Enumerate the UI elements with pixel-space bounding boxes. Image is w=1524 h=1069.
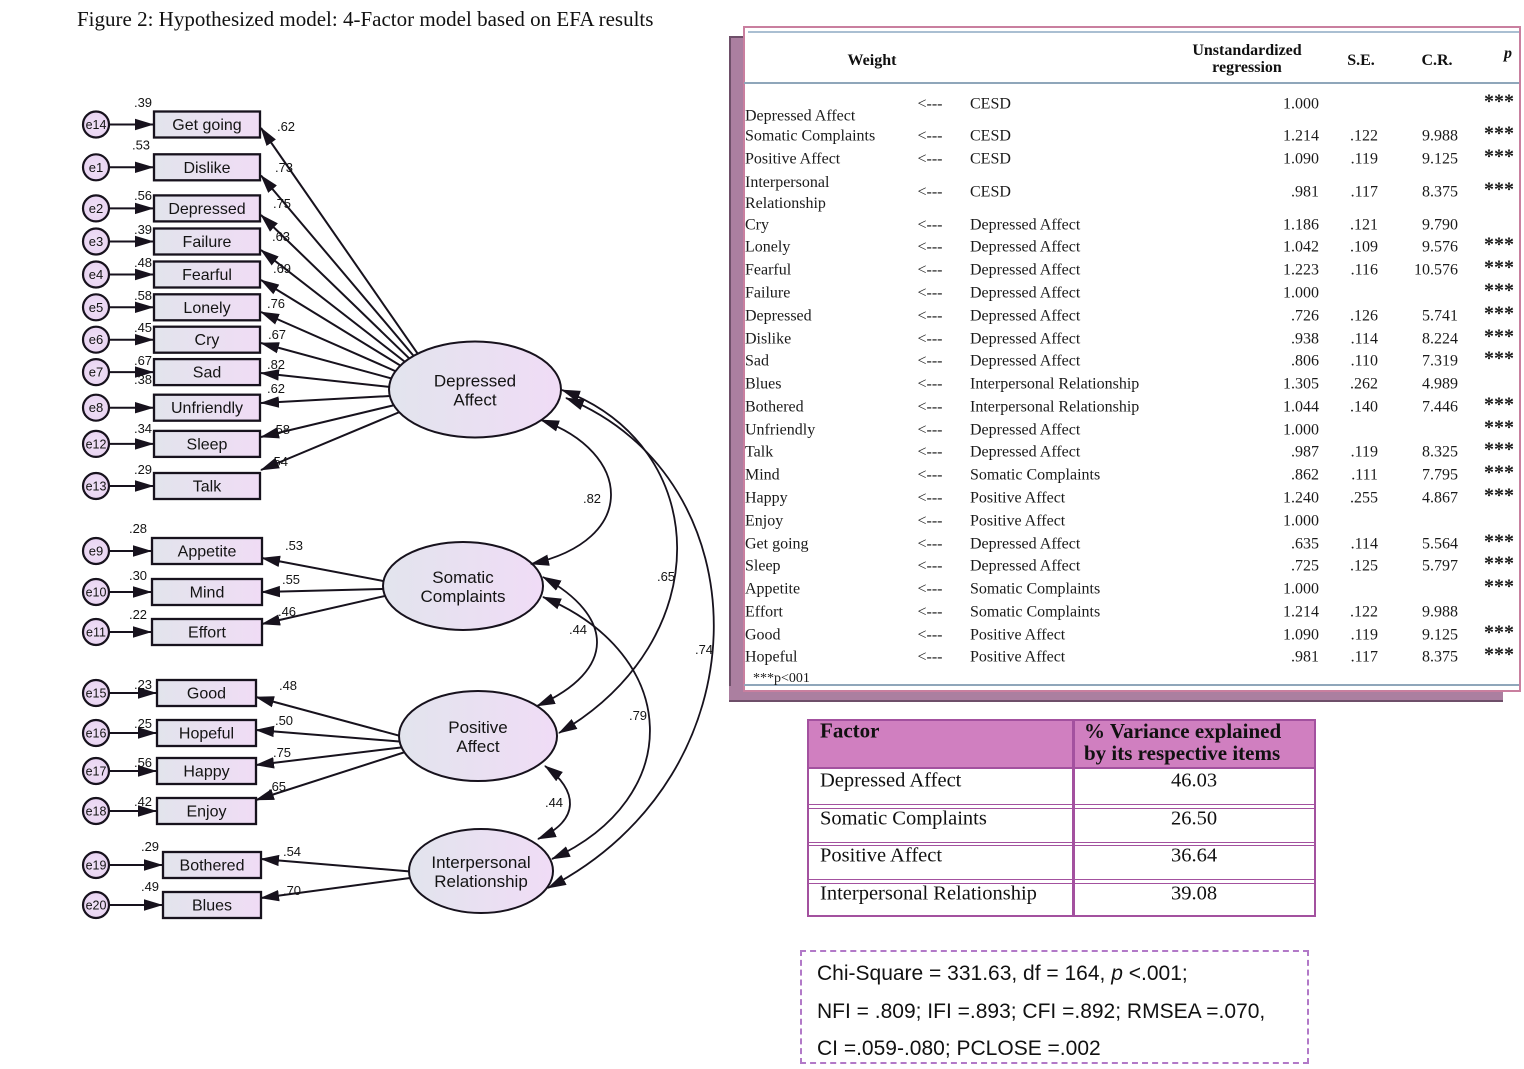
svg-text:.30: .30 xyxy=(129,568,147,583)
svg-text:Failure: Failure xyxy=(183,234,232,251)
svg-text:.79: .79 xyxy=(629,708,647,723)
svg-text:.76: .76 xyxy=(267,296,285,311)
svg-text:Blues: Blues xyxy=(192,898,232,915)
svg-text:.44: .44 xyxy=(545,795,563,810)
svg-text:Unfriendly: Unfriendly xyxy=(171,400,243,417)
svg-text:Depressed: Depressed xyxy=(434,372,516,391)
svg-text:.53: .53 xyxy=(285,538,303,553)
svg-text:Dislike: Dislike xyxy=(183,160,230,177)
svg-text:e13: e13 xyxy=(86,480,107,494)
svg-text:Happy: Happy xyxy=(183,764,229,781)
svg-text:.65: .65 xyxy=(657,569,675,584)
svg-text:.29: .29 xyxy=(141,839,159,854)
svg-text:.38: .38 xyxy=(134,372,152,387)
svg-text:e8: e8 xyxy=(89,400,103,415)
svg-text:Fearful: Fearful xyxy=(182,267,232,284)
svg-text:Interpersonal: Interpersonal xyxy=(431,853,530,872)
svg-text:.67: .67 xyxy=(268,327,286,342)
svg-text:.56: .56 xyxy=(134,755,152,770)
svg-text:Effort: Effort xyxy=(188,625,227,642)
svg-text:.23: .23 xyxy=(134,677,152,692)
svg-text:.54: .54 xyxy=(283,844,301,859)
svg-text:e14: e14 xyxy=(86,118,107,132)
svg-text:Affect: Affect xyxy=(453,391,496,410)
svg-text:.67: .67 xyxy=(134,353,152,368)
svg-text:.45: .45 xyxy=(134,320,152,335)
svg-text:.28: .28 xyxy=(129,521,147,536)
svg-text:e4: e4 xyxy=(89,267,103,282)
svg-text:.73: .73 xyxy=(275,160,293,175)
svg-text:.58: .58 xyxy=(134,288,152,303)
svg-text:Bothered: Bothered xyxy=(180,858,245,875)
svg-text:Cry: Cry xyxy=(195,332,220,349)
svg-text:Somatic: Somatic xyxy=(432,568,494,587)
svg-text:e11: e11 xyxy=(86,626,106,640)
svg-text:.58: .58 xyxy=(272,422,290,437)
svg-text:.55: .55 xyxy=(282,572,300,587)
svg-text:Sad: Sad xyxy=(193,365,221,382)
svg-text:e6: e6 xyxy=(89,332,103,347)
svg-text:e7: e7 xyxy=(89,365,103,380)
svg-text:e9: e9 xyxy=(89,544,103,559)
svg-text:.48: .48 xyxy=(134,255,152,270)
svg-text:.53: .53 xyxy=(132,138,150,153)
svg-text:e3: e3 xyxy=(89,234,103,249)
svg-text:.62: .62 xyxy=(277,119,295,134)
svg-text:e16: e16 xyxy=(86,727,107,741)
svg-text:Hopeful: Hopeful xyxy=(179,726,234,743)
svg-text:.65: .65 xyxy=(268,779,286,794)
svg-text:.49: .49 xyxy=(141,879,159,894)
svg-text:Lonely: Lonely xyxy=(183,300,230,317)
svg-text:.82: .82 xyxy=(267,357,285,372)
svg-text:Depressed: Depressed xyxy=(168,201,245,218)
svg-text:.25: .25 xyxy=(134,716,152,731)
svg-text:e15: e15 xyxy=(86,687,107,701)
svg-text:Sleep: Sleep xyxy=(187,436,228,453)
svg-text:.69: .69 xyxy=(273,261,291,276)
svg-text:.70: .70 xyxy=(283,883,301,898)
svg-text:.75: .75 xyxy=(273,745,291,760)
svg-text:e10: e10 xyxy=(86,586,107,600)
svg-text:.44: .44 xyxy=(569,622,587,637)
svg-text:.56: .56 xyxy=(134,188,152,203)
svg-text:e19: e19 xyxy=(86,859,107,873)
svg-text:.82: .82 xyxy=(583,491,601,506)
svg-text:.39: .39 xyxy=(134,95,152,110)
svg-text:Talk: Talk xyxy=(193,479,222,496)
svg-text:e1: e1 xyxy=(89,160,103,175)
svg-text:.50: .50 xyxy=(275,713,293,728)
svg-text:Affect: Affect xyxy=(456,737,499,756)
svg-text:.46: .46 xyxy=(278,604,296,619)
svg-text:.42: .42 xyxy=(134,794,152,809)
svg-text:Relationship: Relationship xyxy=(434,872,528,891)
svg-text:.34: .34 xyxy=(134,421,152,436)
svg-text:.74: .74 xyxy=(695,642,713,657)
svg-text:e18: e18 xyxy=(86,805,107,819)
svg-text:.39: .39 xyxy=(134,222,152,237)
svg-text:Mind: Mind xyxy=(190,585,225,602)
svg-text:Enjoy: Enjoy xyxy=(186,804,226,821)
svg-text:Get going: Get going xyxy=(172,117,241,134)
svg-text:.75: .75 xyxy=(273,196,291,211)
svg-text:.29: .29 xyxy=(134,462,152,477)
svg-text:Good: Good xyxy=(187,686,226,703)
svg-text:.54: .54 xyxy=(270,454,288,469)
svg-text:Complaints: Complaints xyxy=(420,587,505,606)
svg-text:e2: e2 xyxy=(89,201,103,216)
svg-text:e12: e12 xyxy=(86,437,107,451)
svg-text:Appetite: Appetite xyxy=(178,544,237,561)
svg-text:.63: .63 xyxy=(272,229,290,244)
svg-text:e20: e20 xyxy=(86,899,107,913)
svg-text:e5: e5 xyxy=(89,300,103,315)
svg-text:.48: .48 xyxy=(279,678,297,693)
svg-text:.62: .62 xyxy=(267,381,285,396)
svg-text:e17: e17 xyxy=(86,765,107,779)
svg-text:.22: .22 xyxy=(129,607,147,622)
svg-text:Positive: Positive xyxy=(448,718,508,737)
